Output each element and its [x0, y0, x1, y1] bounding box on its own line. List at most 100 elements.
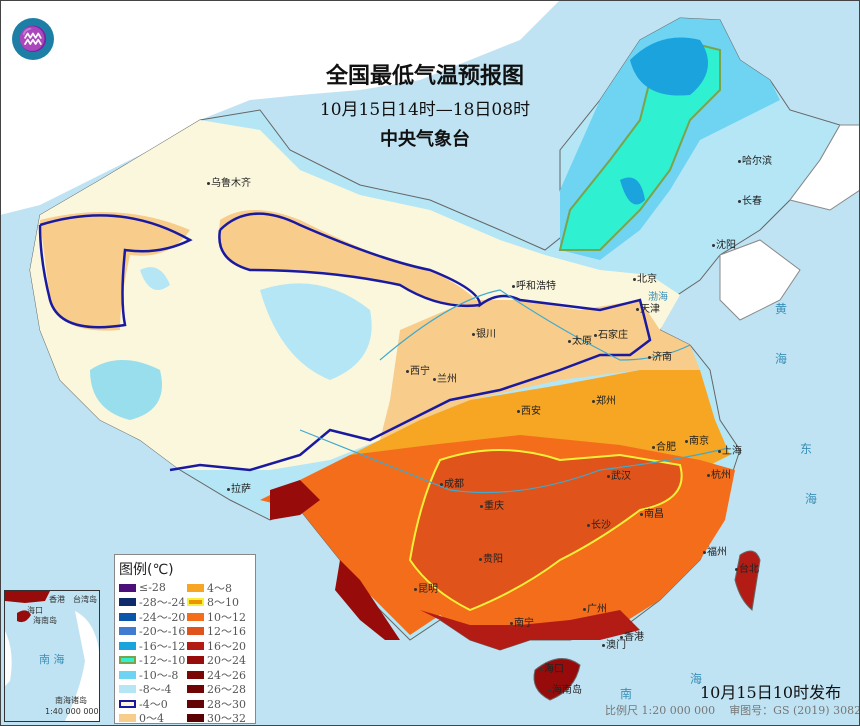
sea-label: 海 [690, 672, 703, 686]
legend-swatch [187, 656, 204, 665]
city-label: 杭州 [707, 466, 731, 481]
city-label: 长沙 [587, 516, 611, 531]
legend-item: -24～-20 [119, 610, 187, 624]
legend-label: -4～0 [139, 697, 168, 711]
sea-label: 南 [620, 687, 633, 701]
issued-time: 10月15日10时发布 [700, 683, 842, 702]
city-label: 澳门 [602, 636, 626, 651]
inset-label-sea: 南 海 [39, 653, 65, 666]
city-label: 银川 [472, 325, 496, 340]
city-label: 广州 [583, 600, 607, 615]
city-label: 福州 [703, 543, 727, 558]
city-label: 台北 [735, 560, 759, 575]
legend-swatch [187, 685, 204, 694]
inset-label-hainan: 海南岛 [33, 616, 57, 625]
contour-0c [38, 212, 652, 472]
legend-label: 4～8 [207, 581, 232, 595]
city-label: 上海 [718, 442, 742, 457]
legend-item: -10～-8 [119, 668, 187, 682]
city-label: 武汉 [607, 467, 631, 482]
sea-label: 东 [800, 442, 813, 456]
map-title: 全国最低气温预报图 [325, 64, 524, 89]
legend-label: 26～28 [207, 683, 246, 697]
legend-label: 8～10 [207, 596, 239, 610]
legend-item: 10～12 [187, 610, 255, 624]
legend-label: 28～30 [207, 697, 246, 711]
city-label: 哈尔滨 [738, 152, 772, 167]
sea-label: 渤海 [648, 292, 668, 303]
city-label: 西宁 [406, 362, 430, 377]
legend-item: 8～10 [187, 596, 255, 610]
city-label: 重庆 [480, 497, 504, 512]
legend-item: -4～0 [119, 697, 187, 711]
legend-label: -16～-12 [139, 639, 186, 653]
legend-item: 20～24 [187, 654, 255, 667]
legend-item: 16～20 [187, 639, 255, 653]
legend-swatch [119, 583, 136, 592]
inset-label-islands: 南海诸岛 [55, 696, 87, 705]
legend-swatch [187, 598, 204, 607]
city-label: 乌鲁木齐 [207, 174, 251, 189]
legend-item: -28～-24 [119, 596, 187, 609]
legend-item: -20～-16 [119, 625, 187, 639]
legend-label: -10～-8 [139, 668, 179, 682]
legend-label: 16～20 [207, 639, 246, 653]
legend-swatch [187, 627, 204, 636]
legend-item: -12～-10 [119, 654, 187, 668]
legend-item: -8～-4 [119, 683, 187, 697]
inset-label-hongkong: 香港 [49, 595, 65, 604]
legend-label: -8～-4 [139, 683, 172, 697]
legend: 图例(℃) ≤-28 4～8 -28～-24 8～10 -24～-20 10～12 -20～… [114, 554, 256, 726]
legend-item: 24～26 [187, 668, 255, 682]
legend-label: 10～12 [207, 610, 246, 624]
legend-swatch [187, 699, 204, 708]
legend-label: ≤-28 [139, 581, 166, 595]
legend-label: -20～-16 [139, 625, 186, 639]
contour-8c [408, 449, 683, 612]
legend-swatch [119, 627, 136, 636]
sea-label: 黄 [775, 302, 788, 316]
legend-label: -24～-20 [139, 610, 186, 624]
city-label: 石家庄 [594, 326, 628, 341]
legend-label: 0～4 [139, 712, 164, 726]
scale-text: 比例尺 1:20 000 000 [605, 704, 716, 717]
city-label: 成都 [440, 475, 464, 490]
inset-scale: 1:40 000 000 [45, 707, 99, 716]
city-label: 郑州 [592, 392, 616, 407]
legend-item: 4～8 [187, 581, 255, 595]
legend-swatch [119, 685, 136, 694]
city-label: 南宁 [510, 614, 534, 629]
legend-swatch [119, 714, 136, 723]
city-label: 太原 [568, 332, 592, 347]
legend-swatch [187, 583, 204, 592]
city-label: 合肥 [652, 438, 676, 453]
legend-swatch [119, 656, 136, 665]
legend-swatch [187, 641, 204, 650]
city-label: 昆明 [414, 580, 438, 595]
legend-item: 26～28 [187, 683, 255, 697]
city-label: 拉萨 [227, 480, 251, 495]
legend-swatch [119, 699, 136, 708]
city-label: 天津 [636, 300, 660, 315]
city-label: 南昌 [640, 505, 664, 520]
legend-item: ≤-28 [119, 581, 187, 595]
city-label: 济南 [648, 348, 672, 363]
city-label: 北京 [633, 270, 657, 285]
legend-swatch [187, 612, 204, 621]
agency-name: 中央气象台 [380, 129, 470, 150]
inset-label-taiwan: 台湾岛 [73, 595, 97, 604]
legend-swatch [187, 670, 204, 679]
south-china-sea-inset: 香港 台湾岛 海口 海南岛 南 海 南海诸岛 1:40 000 000 [4, 590, 100, 722]
legend-label: 30～32 [207, 712, 246, 726]
legend-label: 24～26 [207, 668, 246, 682]
city-label: 兰州 [433, 370, 457, 385]
legend-swatch [119, 670, 136, 679]
legend-label: -12～-10 [139, 654, 186, 668]
city-label: 海南岛 [548, 681, 582, 696]
scale-info: 比例尺 1:20 000 000 审图号：GS (2019) 3082号 [605, 702, 860, 718]
legend-swatch [119, 641, 136, 650]
city-label: 西安 [517, 402, 541, 417]
city-label: 沈阳 [712, 236, 736, 251]
legend-item: 28～30 [187, 697, 255, 711]
sea-label: 海 [805, 492, 818, 506]
